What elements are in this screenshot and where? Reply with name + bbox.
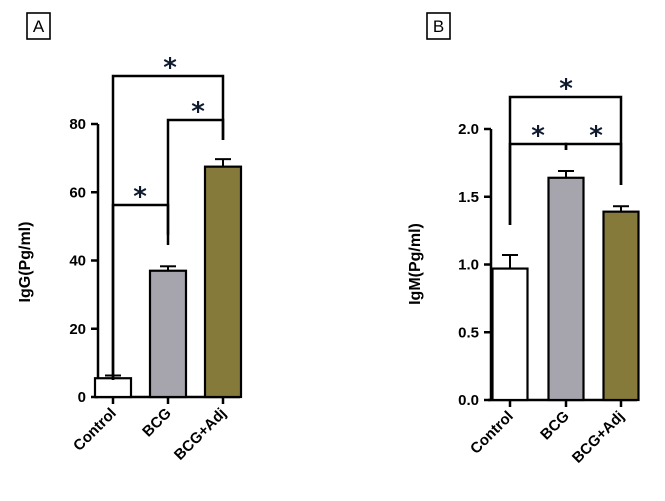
significance-star: * [531, 121, 545, 151]
y-tick-label: 80 [69, 116, 86, 133]
x-tick-label: BCG [537, 408, 573, 444]
y-axis-title: IgM(Pg/ml) [407, 223, 424, 305]
panel-label: A [33, 17, 45, 36]
x-tick-label: BCG+Adj [569, 408, 628, 467]
y-tick-label: 20 [69, 321, 86, 338]
y-axis-title: IgG(Pg/ml) [17, 222, 34, 303]
significance-star: * [133, 182, 147, 212]
panel-label-box [26, 12, 51, 40]
y-tick-label: 2.0 [458, 121, 479, 138]
bar [547, 176, 585, 402]
panel-label-box [426, 12, 451, 40]
bar [602, 210, 640, 402]
panel-label: B [433, 17, 444, 36]
significance-star: * [163, 53, 177, 83]
bar [203, 165, 243, 399]
y-tick-label: 60 [69, 184, 86, 201]
significance-star: * [191, 97, 205, 127]
y-tick-label: 1.0 [458, 257, 479, 274]
significance-bracket [508, 95, 623, 225]
y-tick-label: 0.0 [458, 392, 479, 409]
y-tick-label: 0 [78, 389, 86, 406]
y-tick-label: 1.5 [458, 189, 479, 206]
bar [148, 269, 188, 399]
bar [93, 377, 133, 399]
x-tick-label: Control [467, 408, 517, 458]
significance-bracket [111, 74, 225, 380]
y-tick-label: 40 [69, 253, 86, 270]
panel-b: B 0.0 0.5 1.0 1.5 2.0 IgM(Pg/ml) Control BCGBCG+… [407, 12, 640, 467]
x-tick-label: BCG [139, 405, 175, 441]
significance-star: * [559, 74, 573, 104]
bar [491, 267, 529, 402]
significance-star: * [589, 121, 603, 151]
x-tick-label: BCG+Adj [171, 405, 230, 464]
x-tick-label: Control [70, 405, 120, 455]
y-tick-label: 0.5 [458, 324, 479, 341]
